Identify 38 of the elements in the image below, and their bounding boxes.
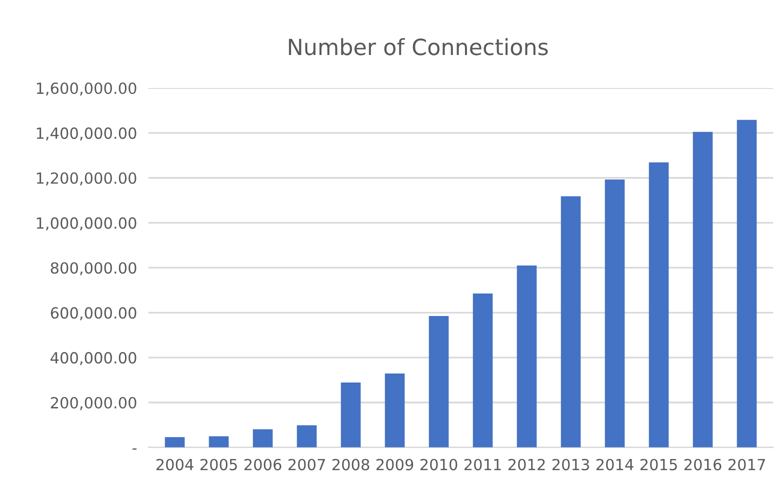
y-tick-label: 1,400,000.00 [36, 127, 136, 141]
x-tick-label: 2008 [332, 458, 370, 470]
bar [604, 179, 625, 448]
x-tick-label: 2015 [640, 458, 677, 470]
y-tick-label: 800,000.00 [50, 262, 136, 276]
bar [560, 196, 581, 448]
x-tick-label: 2016 [684, 458, 722, 470]
y-tick-label: - [132, 448, 137, 450]
y-tick-label: 400,000.00 [50, 352, 136, 366]
bar [428, 316, 449, 448]
x-tick-label: 2009 [376, 458, 414, 470]
bar [736, 120, 757, 448]
bar [516, 265, 537, 448]
bar [164, 437, 185, 448]
x-tick-label: 2012 [508, 458, 545, 470]
y-tick-label: 200,000.00 [50, 396, 136, 410]
y-tick-label: 1,600,000.00 [36, 82, 136, 96]
bar [208, 436, 229, 448]
x-tick-label: 2006 [244, 458, 282, 470]
y-tick-label: 600,000.00 [50, 307, 136, 320]
bar [296, 425, 317, 448]
bar [384, 374, 405, 448]
bar [692, 132, 713, 448]
bar [472, 294, 493, 448]
x-tick-label: 2013 [552, 458, 590, 470]
x-tick-label: 2005 [200, 458, 237, 470]
bar [340, 382, 361, 448]
bar [648, 162, 669, 448]
x-tick-label: 2014 [596, 458, 634, 470]
chart-title: Number of Connections [288, 38, 548, 56]
x-tick-label: 2010 [420, 458, 458, 470]
x-tick-label: 2017 [728, 458, 765, 470]
x-tick-label: 2004 [156, 458, 194, 470]
y-tick-label: 1,000,000.00 [36, 217, 136, 230]
bar [252, 429, 273, 448]
x-tick-label: 2011 [464, 458, 501, 470]
y-tick-label: 1,200,000.00 [36, 172, 136, 186]
x-tick-label: 2007 [288, 458, 325, 470]
